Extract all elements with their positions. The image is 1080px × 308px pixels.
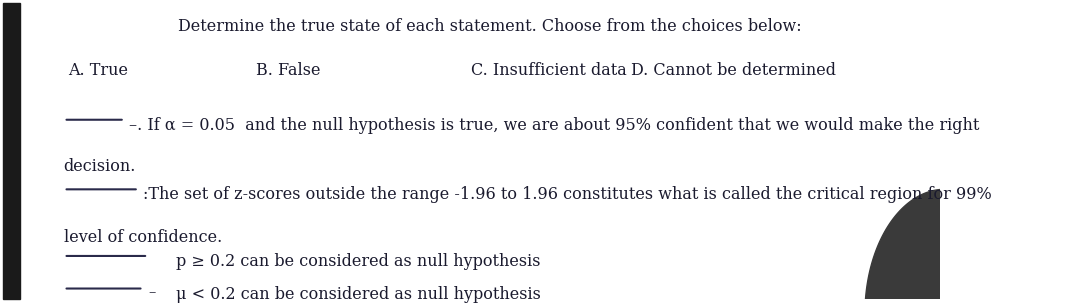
Polygon shape [865, 189, 1024, 308]
Text: level of confidence.: level of confidence. [64, 229, 222, 246]
Text: :The set of z-scores outside the range -1.96 to 1.96 constitutes what is called : :The set of z-scores outside the range -… [144, 186, 993, 203]
Text: D. Cannot be determined: D. Cannot be determined [631, 62, 836, 79]
Text: –. If α = 0.05  and the null hypothesis is true, we are about 95% confident that: –. If α = 0.05 and the null hypothesis i… [130, 117, 980, 134]
Text: p ≥ 0.2 can be considered as null hypothesis: p ≥ 0.2 can be considered as null hypoth… [176, 253, 541, 270]
Text: μ < 0.2 can be considered as null hypothesis: μ < 0.2 can be considered as null hypoth… [176, 286, 541, 302]
Text: C. Insufficient data: C. Insufficient data [471, 62, 627, 79]
Text: A. True: A. True [68, 62, 129, 79]
Text: Determine the true state of each statement. Choose from the choices below:: Determine the true state of each stateme… [178, 18, 802, 34]
Text: decision.: decision. [64, 158, 136, 175]
Bar [3, 3, 19, 299]
Text: B. False: B. False [256, 62, 321, 79]
Text: –: – [148, 286, 156, 300]
